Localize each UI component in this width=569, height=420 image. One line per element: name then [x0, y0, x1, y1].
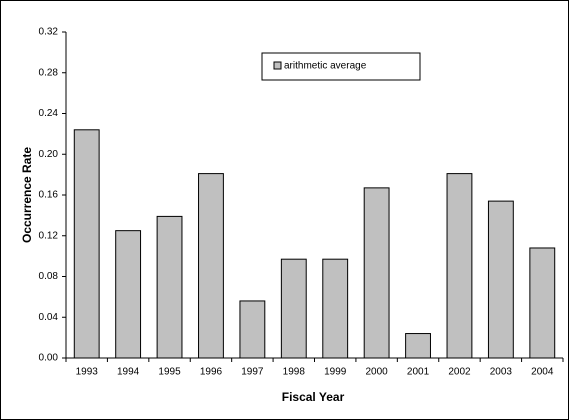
bar — [363, 187, 390, 359]
y-tick-label: 0.32 — [39, 27, 59, 38]
bar — [487, 200, 514, 359]
y-axis-title: Occurrence Rate — [20, 147, 34, 243]
bar — [529, 247, 556, 359]
bar — [73, 129, 100, 359]
bar — [405, 333, 431, 359]
y-tick-label: 0.08 — [39, 271, 59, 282]
x-tick-label: 2001 — [407, 367, 430, 378]
bar — [446, 173, 473, 359]
x-tick-label: 1999 — [324, 367, 347, 378]
y-tick-label: 0.24 — [39, 108, 59, 119]
y-tick-label: 0.28 — [39, 67, 59, 78]
bar — [115, 230, 142, 359]
y-tick-label: 0.04 — [39, 312, 59, 323]
x-axis-title: Fiscal Year — [282, 390, 345, 404]
x-tick-label: 1994 — [117, 367, 140, 378]
y-tick-label: 0.12 — [39, 230, 59, 241]
y-tick-label: 0.16 — [39, 190, 59, 201]
x-tick-label: 2002 — [448, 367, 471, 378]
legend-label: arithmetic average — [284, 61, 367, 72]
y-tick-label: 0.00 — [39, 353, 59, 364]
x-tick-label: 1993 — [76, 367, 99, 378]
bar — [239, 300, 266, 359]
bar — [156, 215, 183, 359]
x-tick-label: 1996 — [200, 367, 223, 378]
x-tick-label: 1998 — [283, 367, 306, 378]
y-tick-label: 0.20 — [39, 149, 59, 160]
legend-swatch — [273, 61, 282, 70]
x-tick-label: 1995 — [158, 367, 181, 378]
x-tick-label: 2003 — [490, 367, 513, 378]
bar — [198, 173, 224, 359]
x-tick-label: 1997 — [241, 367, 264, 378]
legend-box — [261, 52, 421, 81]
bar — [280, 258, 307, 359]
x-tick-label: 2000 — [366, 367, 389, 378]
bar — [322, 258, 349, 359]
x-tick-label: 2004 — [531, 367, 554, 378]
